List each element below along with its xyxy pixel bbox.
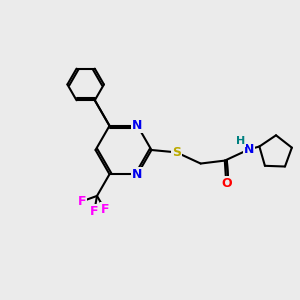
Text: F: F [101, 203, 109, 216]
Text: N: N [132, 119, 143, 132]
Text: H: H [236, 136, 245, 146]
Text: F: F [77, 195, 86, 208]
Text: F: F [90, 205, 98, 218]
Text: N: N [244, 143, 254, 156]
Text: N: N [132, 168, 143, 181]
Text: O: O [221, 177, 232, 190]
Text: S: S [172, 146, 181, 159]
